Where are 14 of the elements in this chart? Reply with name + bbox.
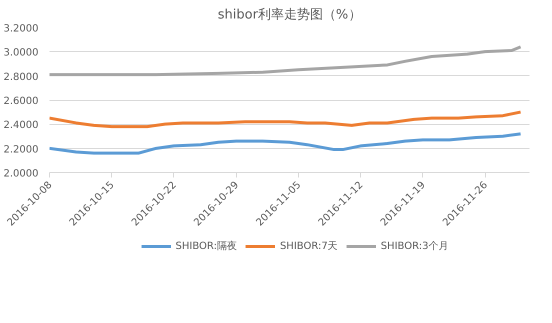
line-series [50,110,522,128]
y-tick-label: 2.4000 [4,120,39,132]
chart-title: shibor利率走势图（%） [218,6,362,22]
y-tick-label: 3.0000 [4,48,39,59]
legend-label: SHIBOR:隔夜 [176,240,237,253]
y-tick-label: 2.8000 [4,72,39,83]
line-series [50,45,522,76]
line-series [50,132,522,155]
y-tick-label: 2.2000 [4,144,39,156]
legend-label: SHIBOR:3个月 [380,240,448,253]
legend-label: SHIBOR:7天 [280,240,338,253]
y-tick-label: 2.0000 [4,168,39,180]
y-tick-label: 2.6000 [4,96,39,107]
y-tick-label: 3.2000 [4,24,39,34]
